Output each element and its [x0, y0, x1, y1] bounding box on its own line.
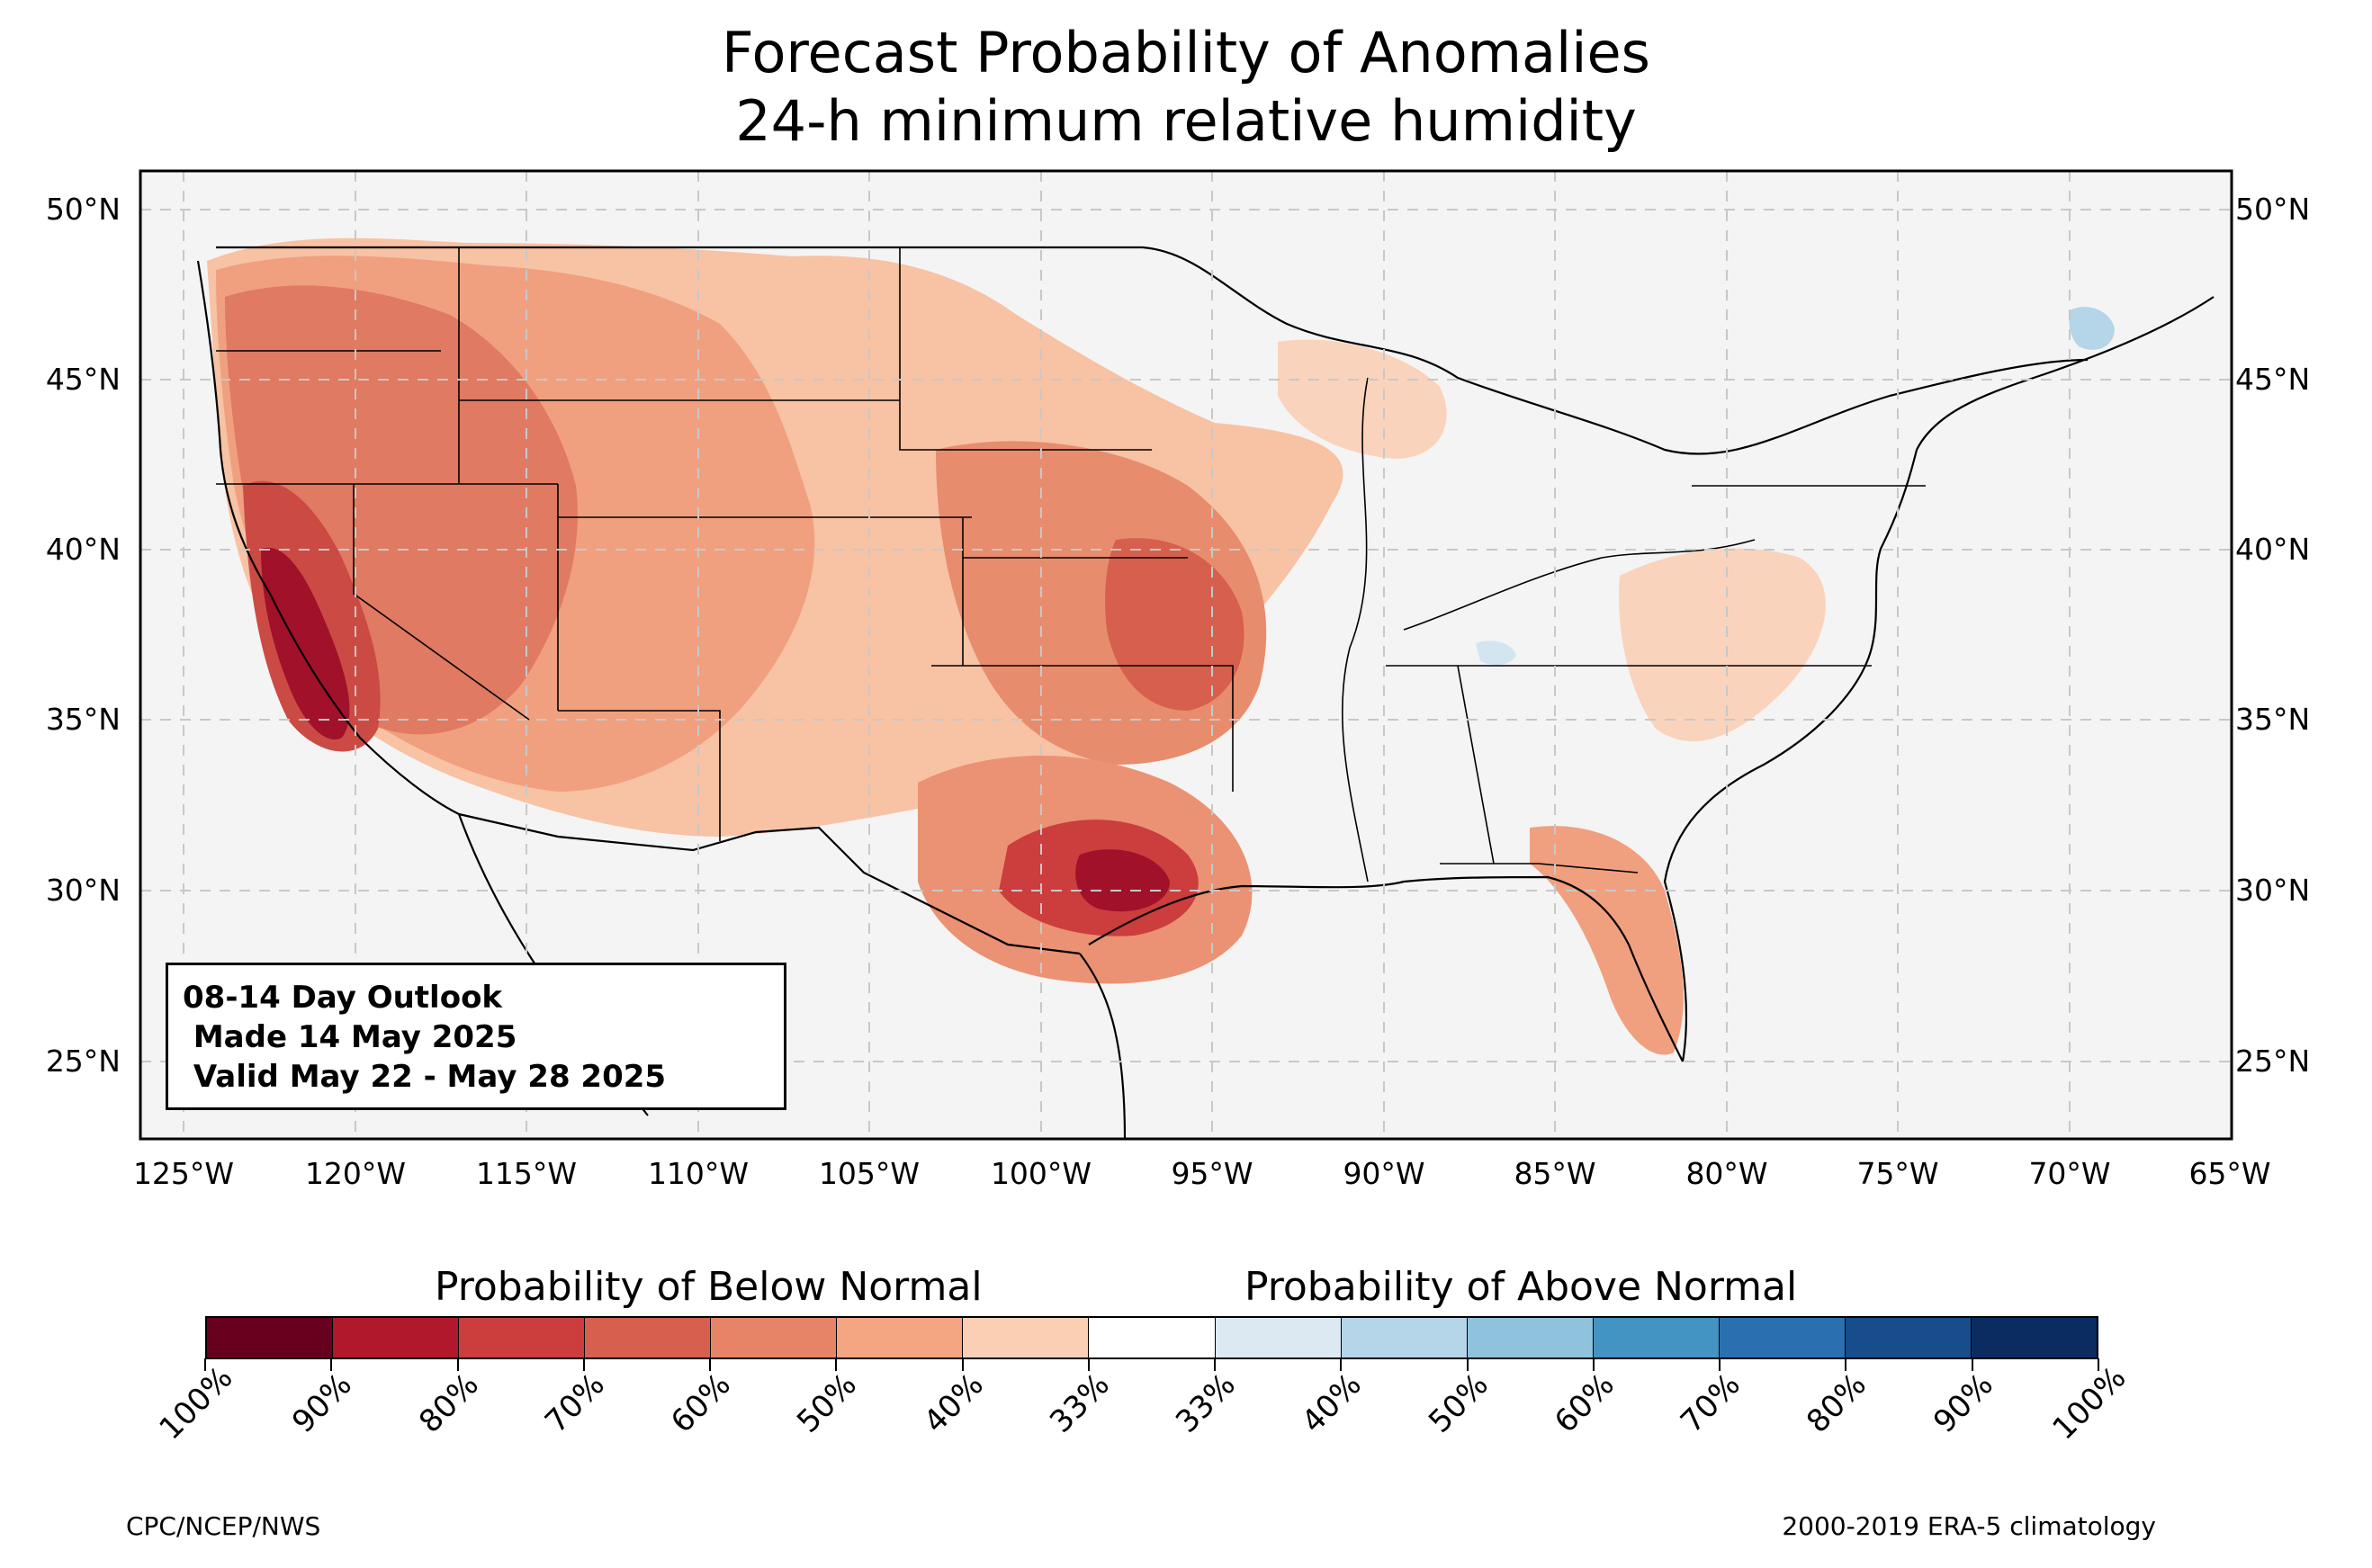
lon-label: 115°W [475, 1156, 578, 1191]
ca-nv-border [353, 484, 530, 721]
colorbar-cell [1467, 1318, 1594, 1357]
lat-label-right: 45°N [2235, 362, 2311, 397]
lat-label-left: 45°N [45, 362, 121, 397]
colorbar-cell [1845, 1318, 1972, 1357]
gridlines [140, 171, 2232, 1139]
mexico-border [458, 812, 1081, 955]
colorbar-cell [837, 1318, 964, 1357]
colorbar-tick [835, 1358, 838, 1371]
colorbar-tick [1214, 1358, 1217, 1371]
lat-label-right: 35°N [2235, 702, 2311, 737]
colorbar-cell [207, 1318, 334, 1357]
colorbar-cell [1215, 1318, 1342, 1357]
colorbar-tick [1719, 1358, 1721, 1371]
ga-al-border [1457, 665, 1495, 865]
colorbar-below-label: Probability of Below Normal [435, 1264, 983, 1310]
lon-label: 120°W [304, 1156, 407, 1191]
chart-title-line2: 24-h minimum relative humidity [735, 88, 1637, 154]
tennessee-above-33 [1476, 641, 1516, 666]
outlook-period: 08-14 Day Outlook [183, 980, 503, 1016]
texas-below-80 [1075, 849, 1170, 912]
colorbar-tick [1971, 1358, 1973, 1371]
mississippi-river [1341, 377, 1369, 883]
colorbar-tick [2098, 1358, 2099, 1371]
outlook-made-date: Made 14 May 2025 [183, 1019, 517, 1055]
colorbar-tick [1466, 1358, 1469, 1371]
lon-label: 65°W [2188, 1156, 2271, 1191]
ga-fl-border [1440, 863, 1639, 874]
ok-tx-border [931, 665, 1234, 792]
colorbar-tick [1845, 1358, 1847, 1371]
footer-climatology: 2000-2019 ERA-5 climatology [1782, 1511, 2156, 1541]
lat-label-right: 50°N [2235, 192, 2311, 227]
colorbar-cell [585, 1318, 712, 1357]
lon-label: 125°W [132, 1156, 235, 1191]
colorbar-cell [963, 1318, 1090, 1357]
colorbar-tick [709, 1358, 712, 1371]
pacific-coast [196, 260, 460, 815]
lat-label-left: 25°N [45, 1044, 121, 1079]
colorbar-cell [711, 1318, 838, 1357]
colorbar-tick [961, 1358, 964, 1371]
colorbar-tick [204, 1358, 206, 1371]
colorbar-above-label: Probability of Above Normal [1244, 1264, 1798, 1310]
lon-label: 85°W [1514, 1156, 1596, 1191]
lon-label: 75°W [1856, 1156, 1939, 1191]
lat-label-right: 25°N [2235, 1044, 2311, 1079]
colorbar-cell [1341, 1318, 1468, 1357]
northeast-above-40 [2069, 307, 2115, 350]
lat-label-right: 30°N [2235, 873, 2311, 908]
colorbar-cell [1971, 1318, 2097, 1357]
atlantic-coast [1663, 296, 2215, 1062]
ohio-river [1403, 539, 1756, 631]
colorbar-cell [459, 1318, 586, 1357]
appalachian-below-40 [1619, 548, 1826, 742]
colorbar-tick [1340, 1358, 1343, 1371]
lon-label: 105°W [818, 1156, 921, 1191]
coastlines [196, 246, 2215, 1139]
colorbar-tick [1087, 1358, 1090, 1371]
colorbar-cell [1089, 1318, 1216, 1357]
north-border [216, 246, 2089, 455]
chart-title-line1: Forecast Probability of Anomalies [722, 20, 1650, 85]
colorbar-tick [1592, 1358, 1595, 1371]
greatlakes-below-40 [1278, 339, 1447, 459]
outlook-info-box: 08-14 Day Outlook Made 14 May 2025 Valid… [166, 963, 786, 1110]
colorbar-cell [333, 1318, 460, 1357]
state-borders [216, 247, 1926, 883]
colorbar-cell [1593, 1318, 1720, 1357]
lat-label-left: 30°N [45, 873, 121, 908]
lat-label-right: 40°N [2235, 532, 2311, 567]
lon-label: 110°W [647, 1156, 750, 1191]
colorbar-cell [1719, 1318, 1846, 1357]
midmiss-below-60 [1105, 538, 1244, 711]
lat-label-left: 50°N [45, 192, 121, 227]
az-nm-border [558, 710, 721, 841]
lon-label: 90°W [1343, 1156, 1425, 1191]
lon-label: 95°W [1171, 1156, 1253, 1191]
colorbar-tick [582, 1358, 585, 1371]
lat-label-left: 40°N [45, 532, 121, 567]
colorbar-tick [456, 1358, 459, 1371]
lon-label: 100°W [990, 1156, 1092, 1191]
probability-shading [207, 237, 2115, 1055]
outlook-valid-range: Valid May 22 - May 28 2025 [183, 1059, 667, 1095]
lat-label-left: 35°N [45, 702, 121, 737]
dakotas-border [899, 247, 1152, 451]
map-frame [139, 169, 2233, 1141]
footer-source: CPC/NCEP/NWS [126, 1511, 321, 1541]
lon-label: 80°W [1685, 1156, 1768, 1191]
map-canvas [140, 171, 2232, 1139]
lon-label: 70°W [2028, 1156, 2111, 1191]
colorbar [205, 1316, 2098, 1359]
mexico-gulf-coast [1079, 953, 1127, 1139]
colorbar-tick [330, 1358, 333, 1371]
